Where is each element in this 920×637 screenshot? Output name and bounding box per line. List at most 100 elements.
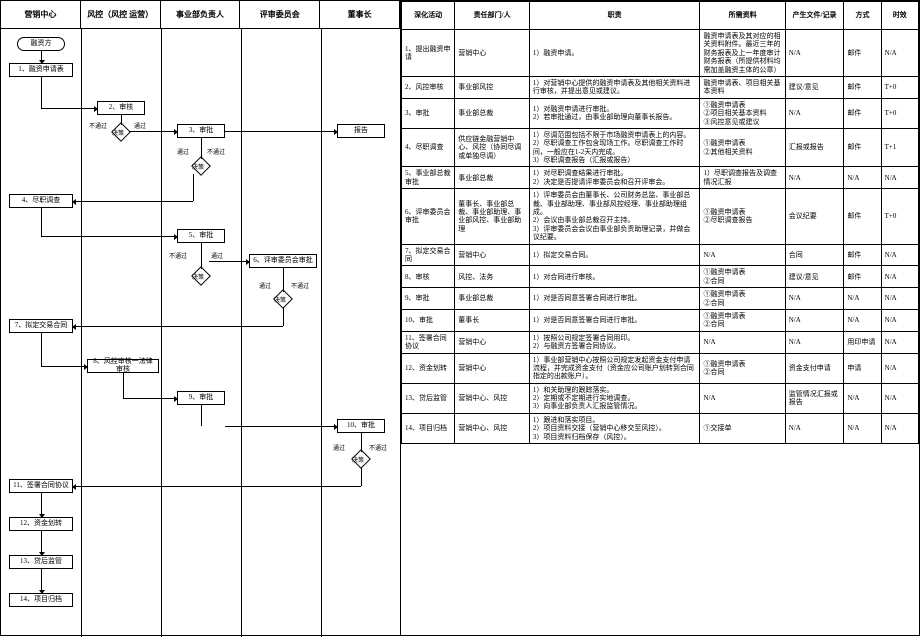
table-cell: 邮件 xyxy=(844,30,881,77)
table-cell: N/A xyxy=(785,30,844,77)
table-cell: T+0 xyxy=(881,189,918,244)
table-row: 12、资金划转营销中心1）事业部营销中心按照公司规定发起资金支付申请流程，并完成… xyxy=(402,353,919,383)
table-cell: 会议纪要 xyxy=(785,189,844,244)
table-cell: 汇报或报告 xyxy=(785,128,844,167)
table-cell: N/A xyxy=(785,413,844,443)
lane-heading: 事业部负责人 xyxy=(161,1,241,28)
table-cell: N/A xyxy=(881,288,918,310)
table-cell: 营销中心 xyxy=(455,244,530,266)
table-cell: 邮件 xyxy=(844,76,881,98)
node-8: 8、风控审核一法律审核 xyxy=(87,359,159,373)
decision-label: 决策 xyxy=(192,272,204,281)
table-cell: N/A xyxy=(844,288,881,310)
table-cell: 1）拟定交易合同。 xyxy=(529,244,700,266)
table-header-row: 深化活动 责任部门/人 职责 所需资料 产生文件/记录 方式 时效 xyxy=(402,2,919,30)
table-cell: 8、审核 xyxy=(402,266,455,288)
table-cell: N/A xyxy=(881,383,918,413)
table-cell: 邮件 xyxy=(844,266,881,288)
table-row: 8、审核风控、法务1）对合同进行审核。①融资申请表 ②合同建议/意见邮件N/A xyxy=(402,266,919,288)
detail-table-panel: 深化活动 责任部门/人 职责 所需资料 产生文件/记录 方式 时效 1、提出融资… xyxy=(401,1,919,635)
table-cell: 4、尽职调查 xyxy=(402,128,455,167)
table-row: 10、审批董事长1）对是否同意签署合同进行审批。①融资申请表 ②合同N/AN/A… xyxy=(402,309,919,331)
table-cell: 1）对是否同意签署合同进行审批。 xyxy=(529,288,700,310)
table-cell: 1）评审委员会由董事长、公司财务总监、事业部总裁、事业部助理、事业部风控经理、事… xyxy=(529,189,700,244)
node-11: 11、签署合同协议 xyxy=(9,479,73,493)
table-cell: 1）尽职调查报告及调查情况汇报 xyxy=(700,167,785,189)
table-cell: N/A xyxy=(881,413,918,443)
col-header: 所需资料 xyxy=(700,2,785,30)
table-row: 13、贷后监管营销中心、风控1）和关助理的跟踪落实。 2）定期或不定期进行实地调… xyxy=(402,383,919,413)
table-cell: 11、签署合同协议 xyxy=(402,331,455,353)
table-cell: ①交接单 xyxy=(700,413,785,443)
node-2: 2、审核 xyxy=(97,101,145,115)
table-cell: 13、贷后监管 xyxy=(402,383,455,413)
table-cell: 1）和关助理的跟踪落实。 2）定期或不定期进行实地调查。 3）向事业部负责人汇报… xyxy=(529,383,700,413)
table-cell: 邮件 xyxy=(844,98,881,128)
node-4: 4、尽职调查 xyxy=(9,194,73,208)
node-7: 7、拟定交易合同 xyxy=(9,319,73,333)
edge-label: 不通过 xyxy=(89,121,107,130)
table-cell: N/A xyxy=(844,413,881,443)
edge-label: 不通过 xyxy=(169,251,187,260)
table-cell: N/A xyxy=(700,383,785,413)
edge-label: 不通过 xyxy=(207,147,225,156)
table-cell: N/A xyxy=(700,331,785,353)
table-cell: ①融资申请表 ②合同 xyxy=(700,353,785,383)
lane-heading: 评审委员会 xyxy=(240,1,320,28)
table-row: 9、审批事业部总裁1）对是否同意签署合同进行审批。①融资申请表 ②合同N/AN/… xyxy=(402,288,919,310)
table-cell: N/A xyxy=(881,30,918,77)
table-cell: 邮件 xyxy=(844,244,881,266)
table-cell: 合同 xyxy=(785,244,844,266)
table-row: 14、项目归档营销中心、风控1）跟进和落实项目。 2）项目资料交接（营销中心移交… xyxy=(402,413,919,443)
node-start: 融资方 xyxy=(17,37,65,51)
node-5: 5、审批 xyxy=(177,229,225,243)
table-cell: N/A xyxy=(785,288,844,310)
table-cell: 1）融资申请。 xyxy=(529,30,700,77)
col-header: 深化活动 xyxy=(402,2,455,30)
table-cell: 1）对营销中心提供的融资申请表及其他相关资料进行审核，并提出意见或建议。 xyxy=(529,76,700,98)
table-row: 6、评审委员会审批董事长、事业部总裁、事业部助理、事业部风控、事业部助理1）评审… xyxy=(402,189,919,244)
table-cell: 1）事业部营销中心按照公司规定发起资金支付申请流程，并完成资金支付（资金应公司账… xyxy=(529,353,700,383)
col-header: 时效 xyxy=(881,2,918,30)
table-row: 2、风控审核事业部风控1）对营销中心提供的融资申请表及其他相关资料进行审核，并提… xyxy=(402,76,919,98)
edge-label: 通过 xyxy=(333,443,345,452)
table-cell: 事业部总裁 xyxy=(455,167,530,189)
table-cell: T+0 xyxy=(881,98,918,128)
col-header: 责任部门/人 xyxy=(455,2,530,30)
table-cell: 融资申请表、项目相关基本资料 xyxy=(700,76,785,98)
table-cell: ①融资申请表 ②其他相关资料 xyxy=(700,128,785,167)
node-9: 9、审批 xyxy=(177,391,225,405)
edge-label: 不通过 xyxy=(369,443,387,452)
table-cell: ①融资申请表 ②合同 xyxy=(700,288,785,310)
page: 营销中心 风控（风控 运营） 事业部负责人 评审委员会 董事长 融资方 1、融资… xyxy=(0,0,920,636)
flowchart-panel: 营销中心 风控（风控 运营） 事业部负责人 评审委员会 董事长 融资方 1、融资… xyxy=(1,1,401,635)
edge-label: 通过 xyxy=(211,251,223,260)
table-cell: 事业部总裁 xyxy=(455,288,530,310)
decision-label: 决策 xyxy=(112,128,124,137)
table-cell: N/A xyxy=(881,266,918,288)
lane-heading: 风控（风控 运营） xyxy=(81,1,161,28)
table-cell: 建议/意见 xyxy=(785,266,844,288)
table-row: 11、签署合同协议营销中心1）按照公司规定签署合同用印。 2）与融资方签署合同协… xyxy=(402,331,919,353)
table-cell: 9、审批 xyxy=(402,288,455,310)
col-header: 职责 xyxy=(529,2,700,30)
table-cell: 12、资金划转 xyxy=(402,353,455,383)
node-3: 3、审批 xyxy=(177,124,225,138)
col-header: 产生文件/记录 xyxy=(785,2,844,30)
table-cell: 融资申请表及其对应的相关资料附件。最近三年的财务报表及上一年度审计财务报表（所提… xyxy=(700,30,785,77)
table-cell: 邮件 xyxy=(844,189,881,244)
table-cell: 10、审批 xyxy=(402,309,455,331)
decision-label: 决策 xyxy=(352,455,364,464)
table-cell: N/A xyxy=(844,167,881,189)
table-row: 5、事业部总裁审批事业部总裁1）对尽职调查结果进行审批。 2）决定是否提请评审委… xyxy=(402,167,919,189)
table-cell: 1）对合同进行审核。 xyxy=(529,266,700,288)
table-cell: 7、拟定交易合同 xyxy=(402,244,455,266)
detail-table: 深化活动 责任部门/人 职责 所需资料 产生文件/记录 方式 时效 1、提出融资… xyxy=(401,1,919,444)
table-cell: 1）跟进和落实项目。 2）项目资料交接（营销中心移交至风控）。 3）项目资料归档… xyxy=(529,413,700,443)
table-cell: N/A xyxy=(785,331,844,353)
table-cell: 用印申请 xyxy=(844,331,881,353)
edge-label: 通过 xyxy=(134,121,146,130)
table-cell: 1）对尽职调查结果进行审批。 2）决定是否提请评审委员会和召开评审会。 xyxy=(529,167,700,189)
table-cell: 1）尽调范围包括不限于市场融资申请表上的内容。 2）尽职调查工作包含现场工作。尽… xyxy=(529,128,700,167)
table-cell: 1）对是否同意签署合同进行审批。 xyxy=(529,309,700,331)
